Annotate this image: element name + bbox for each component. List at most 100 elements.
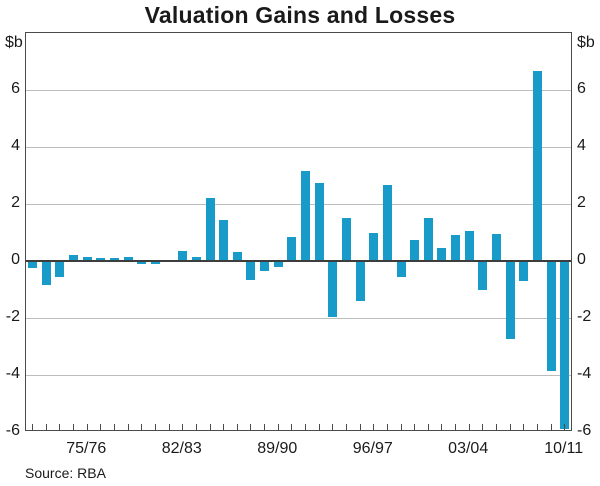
- bar-1992-93: [314, 182, 324, 261]
- y-tick-label-left: 6: [11, 80, 20, 97]
- x-tick: [536, 424, 538, 430]
- x-tick-label: 03/04: [448, 440, 489, 457]
- x-tick: [250, 424, 252, 430]
- y-tick-label-left: 2: [11, 194, 20, 211]
- x-tick: [45, 424, 47, 430]
- y-tick-label-right: -6: [577, 422, 592, 439]
- bar-2007-08: [519, 261, 529, 281]
- bar-2003-04: [464, 231, 474, 261]
- x-tick: [277, 424, 279, 430]
- x-tick: [509, 424, 511, 430]
- x-tick: [414, 424, 416, 430]
- bar-1982-83: [178, 251, 188, 261]
- x-tick: [73, 424, 75, 430]
- y-tick-label-right: 6: [577, 80, 586, 97]
- bar-1991-92: [301, 171, 311, 261]
- x-tick: [32, 424, 34, 430]
- x-tick: [100, 424, 102, 430]
- bar-1973-74: [55, 261, 65, 277]
- x-tick-label: 96/97: [352, 440, 393, 457]
- y-tick-label-left: -2: [5, 308, 20, 325]
- y-axis-unit-right: $b: [577, 34, 595, 51]
- bar-2010-11: [560, 261, 570, 430]
- x-tick: [345, 424, 347, 430]
- gridline: [26, 147, 571, 148]
- x-tick: [154, 424, 156, 430]
- bar-1997-98: [382, 185, 392, 261]
- x-tick: [564, 424, 566, 430]
- bar-2001-02: [437, 248, 447, 261]
- bar-1989-90: [273, 261, 283, 267]
- bar-2006-07: [505, 261, 515, 340]
- y-tick-label-right: 4: [577, 137, 586, 154]
- x-tick: [114, 424, 116, 430]
- y-tick-label-left: -4: [5, 365, 20, 382]
- bar-1976-77: [96, 258, 106, 261]
- x-tick: [386, 424, 388, 430]
- bar-2002-03: [451, 235, 461, 261]
- zero-axis-line: [26, 260, 571, 262]
- x-tick: [182, 424, 184, 430]
- bar-1984-85: [205, 198, 215, 261]
- bar-1998-99: [396, 261, 406, 277]
- bar-1996-97: [369, 232, 379, 261]
- x-tick: [373, 424, 375, 430]
- x-tick-label: 75/76: [66, 440, 107, 457]
- chart-title: Valuation Gains and Losses: [144, 2, 456, 28]
- x-tick: [168, 424, 170, 430]
- x-tick-label: 82/83: [161, 440, 202, 457]
- bar-1987-88: [246, 261, 256, 280]
- x-tick: [455, 424, 457, 430]
- x-tick: [223, 424, 225, 430]
- y-tick-label-right: -4: [577, 365, 592, 382]
- y-tick-label-left: -6: [5, 422, 20, 439]
- x-tick: [236, 424, 238, 430]
- x-tick: [305, 424, 307, 430]
- bar-1980-81: [150, 261, 160, 264]
- x-tick: [482, 424, 484, 430]
- bar-1990-91: [287, 236, 297, 261]
- y-tick-label-right: -2: [577, 308, 592, 325]
- bar-2004-05: [478, 261, 488, 290]
- bar-1971-72: [28, 261, 38, 269]
- bar-1975-76: [82, 256, 92, 261]
- x-tick: [468, 424, 470, 430]
- bar-1978-79: [123, 256, 133, 261]
- bar-2009-10: [546, 261, 556, 371]
- source-note: Source: RBA: [25, 465, 106, 481]
- x-tick: [264, 424, 266, 430]
- bar-1972-73: [41, 261, 51, 286]
- bar-1999-00: [410, 239, 420, 261]
- bar-1986-87: [232, 252, 242, 261]
- bar-2005-06: [491, 233, 501, 261]
- x-tick: [441, 424, 443, 430]
- bar-1994-95: [341, 218, 351, 261]
- x-tick: [141, 424, 143, 430]
- x-tick: [427, 424, 429, 430]
- bar-1983-84: [191, 256, 201, 261]
- plot-area: [25, 32, 572, 431]
- y-tick-label-right: 0: [577, 251, 586, 268]
- x-tick: [550, 424, 552, 430]
- bar-1988-89: [260, 261, 270, 271]
- x-tick: [332, 424, 334, 430]
- x-tick: [400, 424, 402, 430]
- bar-1979-80: [137, 261, 147, 264]
- gridline: [26, 375, 571, 376]
- y-axis-unit-left: $b: [5, 34, 23, 51]
- x-tick: [59, 424, 61, 430]
- bar-1977-78: [110, 258, 120, 261]
- gridline: [26, 90, 571, 91]
- bar-2008-09: [532, 71, 542, 261]
- y-tick-label-left: 0: [11, 251, 20, 268]
- x-tick-label: 10/11: [544, 440, 584, 457]
- y-tick-label-left: 4: [11, 137, 20, 154]
- x-tick: [209, 424, 211, 430]
- x-tick: [318, 424, 320, 430]
- y-tick-label-right: 2: [577, 194, 586, 211]
- x-tick: [523, 424, 525, 430]
- bar-1993-94: [328, 261, 338, 317]
- x-tick-label: 89/90: [257, 440, 298, 457]
- bar-1995-96: [355, 261, 365, 301]
